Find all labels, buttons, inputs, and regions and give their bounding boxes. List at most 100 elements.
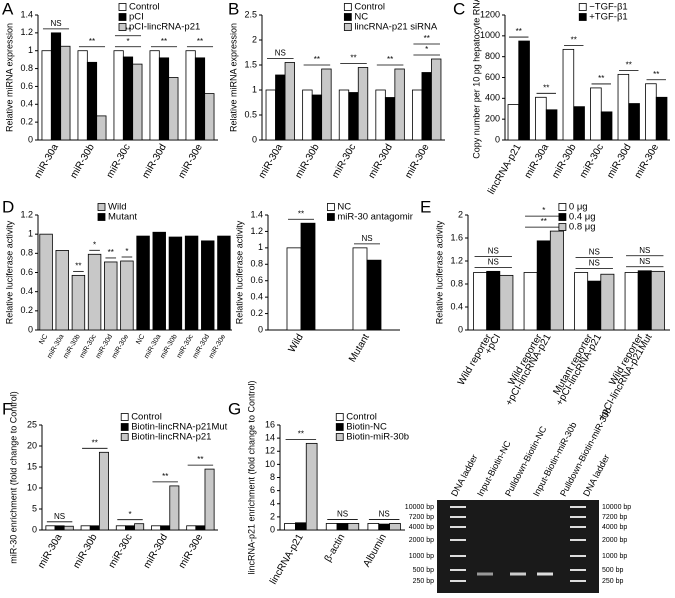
bar bbox=[650, 270, 665, 331]
marker-label-left: 500 bp bbox=[413, 567, 435, 574]
legend-swatch bbox=[326, 203, 335, 211]
bar bbox=[549, 230, 564, 331]
y-tick-label: 1 bbox=[28, 229, 33, 239]
x-tick-label: lincRNA-p21 bbox=[268, 532, 306, 586]
bar bbox=[98, 451, 109, 531]
y-tick-label: 1 bbox=[258, 242, 263, 252]
panel-label: F bbox=[2, 399, 12, 418]
bar bbox=[431, 58, 442, 141]
x-tick-label: NC bbox=[135, 333, 146, 345]
panel-label: D bbox=[2, 197, 14, 216]
bar bbox=[194, 57, 206, 141]
significance-label: ** bbox=[543, 83, 549, 92]
bar bbox=[536, 240, 551, 331]
legend-label: lincRNA-p21 siRNA bbox=[354, 22, 438, 33]
bar bbox=[338, 89, 350, 141]
y-tick-label: 0.5 bbox=[244, 109, 257, 119]
y-tick-label: 0.2 bbox=[20, 305, 33, 315]
x-tick-label: Wild bbox=[287, 332, 306, 354]
ladder-band bbox=[450, 580, 466, 582]
marker-label-right: 4000 bp bbox=[602, 524, 627, 531]
bar bbox=[655, 96, 668, 141]
legend-label: Control bbox=[346, 412, 377, 423]
bar bbox=[535, 96, 547, 141]
bar bbox=[637, 270, 652, 331]
bar bbox=[347, 523, 360, 531]
legend-label: miR-30 antagomir bbox=[337, 212, 413, 223]
y-tick-label: 2 bbox=[270, 511, 275, 521]
significance-label: NS bbox=[639, 246, 650, 255]
bar bbox=[89, 525, 100, 531]
y-tick-label: 14 bbox=[265, 433, 275, 443]
y-tick-label: 2 bbox=[458, 209, 463, 219]
significance-label: ** bbox=[314, 55, 320, 64]
legend-swatch bbox=[335, 423, 344, 431]
bar bbox=[217, 235, 231, 331]
y-tick-label: 25 bbox=[27, 419, 37, 429]
bar bbox=[113, 50, 124, 141]
y-axis-label: Relative miRNA expression bbox=[228, 23, 238, 132]
bar bbox=[507, 104, 520, 141]
ladder-band bbox=[570, 526, 586, 528]
gel-image bbox=[437, 500, 599, 593]
bar bbox=[201, 240, 215, 331]
significance-label: ** bbox=[653, 70, 659, 79]
marker-label-left: 2000 bp bbox=[409, 537, 434, 544]
y-tick-label: 0.8 bbox=[450, 278, 463, 288]
y-tick-label: 0.6 bbox=[20, 81, 33, 91]
significance-label: ** bbox=[197, 37, 203, 46]
x-tick-label: miR-30e bbox=[633, 142, 662, 181]
bar bbox=[357, 67, 369, 141]
bar bbox=[50, 32, 62, 141]
bar bbox=[574, 272, 589, 331]
legend-label: Biotin-lincRNA-p21Mut bbox=[131, 422, 227, 433]
significance-label: * bbox=[542, 206, 545, 215]
y-tick-label: 1.2 bbox=[20, 27, 33, 37]
bar bbox=[39, 233, 53, 331]
y-tick-label: 1.2 bbox=[20, 209, 33, 219]
bar bbox=[645, 83, 657, 141]
bar bbox=[628, 103, 640, 141]
bar bbox=[378, 523, 390, 531]
legend-swatch bbox=[335, 413, 344, 421]
legend-swatch bbox=[335, 433, 344, 441]
legend-label: Wild bbox=[108, 202, 126, 213]
y-tick-label: 20 bbox=[27, 440, 37, 450]
y-tick-label: 0.4 bbox=[20, 286, 33, 296]
legend-swatch bbox=[97, 213, 106, 221]
sample-band bbox=[510, 572, 526, 576]
y-tick-label: 0 bbox=[32, 524, 37, 534]
x-tick-label: miR-30a bbox=[257, 142, 286, 181]
bar bbox=[160, 525, 171, 531]
marker-label-right: 2000 bp bbox=[602, 537, 627, 544]
x-tick-label: miR-30d bbox=[142, 532, 170, 570]
significance-label: ** bbox=[125, 26, 131, 35]
bar bbox=[122, 56, 134, 141]
bar bbox=[55, 250, 69, 331]
ladder-band bbox=[450, 539, 466, 541]
bar bbox=[518, 40, 530, 141]
bar bbox=[275, 74, 286, 141]
legend-swatch bbox=[118, 13, 127, 21]
bar bbox=[125, 525, 135, 531]
legend-swatch bbox=[343, 13, 352, 21]
bar bbox=[120, 260, 134, 331]
bar bbox=[573, 106, 585, 141]
x-tick-label: miR-30e bbox=[403, 142, 432, 181]
marker-label-right: 1000 bp bbox=[602, 553, 627, 560]
x-tick-label: lincRNA-p21 bbox=[486, 142, 524, 196]
significance-label: ** bbox=[161, 37, 167, 46]
y-tick-label: 0.2 bbox=[20, 117, 33, 127]
bar bbox=[204, 93, 215, 141]
significance-label: NS bbox=[275, 49, 286, 58]
marker-label-left: 7200 bp bbox=[409, 514, 434, 521]
ladder-band bbox=[570, 516, 586, 518]
significance-label: NS bbox=[488, 257, 499, 266]
bar bbox=[311, 94, 323, 141]
marker-label-left: 10000 bp bbox=[405, 504, 434, 511]
marker-label-right: 500 bp bbox=[602, 567, 624, 574]
bar bbox=[132, 63, 143, 141]
significance-label: ** bbox=[89, 37, 95, 46]
bar bbox=[41, 50, 52, 141]
